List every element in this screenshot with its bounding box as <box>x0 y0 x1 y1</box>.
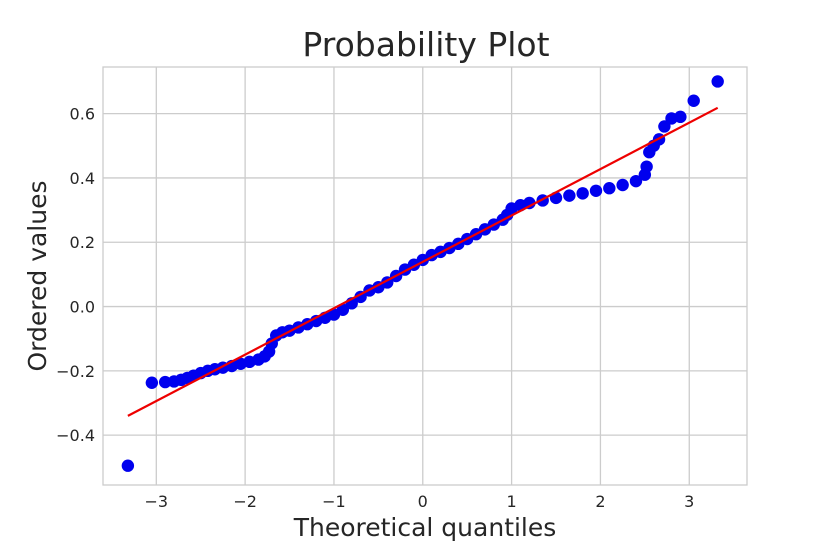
x-tick-label: −2 <box>233 492 257 511</box>
y-tick-label: 0.6 <box>70 105 95 124</box>
fit-line <box>127 106 719 417</box>
chart-title: Probability Plot <box>302 25 549 64</box>
x-tick-label: 3 <box>684 492 694 511</box>
data-point <box>711 75 724 88</box>
y-tick-label: 0.2 <box>70 233 95 252</box>
data-point <box>640 160 653 173</box>
data-point <box>121 459 135 472</box>
data-point <box>674 110 687 124</box>
data-point <box>563 189 576 202</box>
y-tick-label: −0.4 <box>56 426 95 445</box>
fit-line-layer <box>127 106 719 417</box>
x-tick-label: 2 <box>595 492 605 511</box>
data-point <box>603 182 616 195</box>
data-point <box>629 174 643 188</box>
data-point <box>687 94 700 107</box>
x-tick-label: 0 <box>418 492 428 511</box>
y-tick-label: 0.0 <box>70 298 95 317</box>
y-tick-label: −0.2 <box>56 362 95 381</box>
x-axis-label: Theoretical quantiles <box>293 513 557 542</box>
y-tick-label: 0.4 <box>70 169 95 188</box>
data-point <box>145 376 159 389</box>
y-axis-ticks: −0.4 −0.2 0.0 0.2 0.4 0.6 <box>56 105 95 446</box>
data-point <box>523 196 536 210</box>
x-tick-label: −3 <box>144 492 168 511</box>
plot-frame <box>102 66 748 486</box>
data-point <box>589 184 603 197</box>
data-point <box>336 303 350 316</box>
data-point <box>658 120 671 133</box>
x-axis-ticks: −3 −2 −1 0 1 2 3 <box>144 492 694 511</box>
x-tick-label: −1 <box>322 492 346 511</box>
data-point <box>576 187 589 200</box>
grid <box>103 67 747 485</box>
x-tick-label: 1 <box>507 492 517 511</box>
data-point <box>616 178 629 192</box>
data-points <box>121 75 724 472</box>
data-point <box>158 375 172 389</box>
y-axis-label: Ordered values <box>23 180 52 371</box>
